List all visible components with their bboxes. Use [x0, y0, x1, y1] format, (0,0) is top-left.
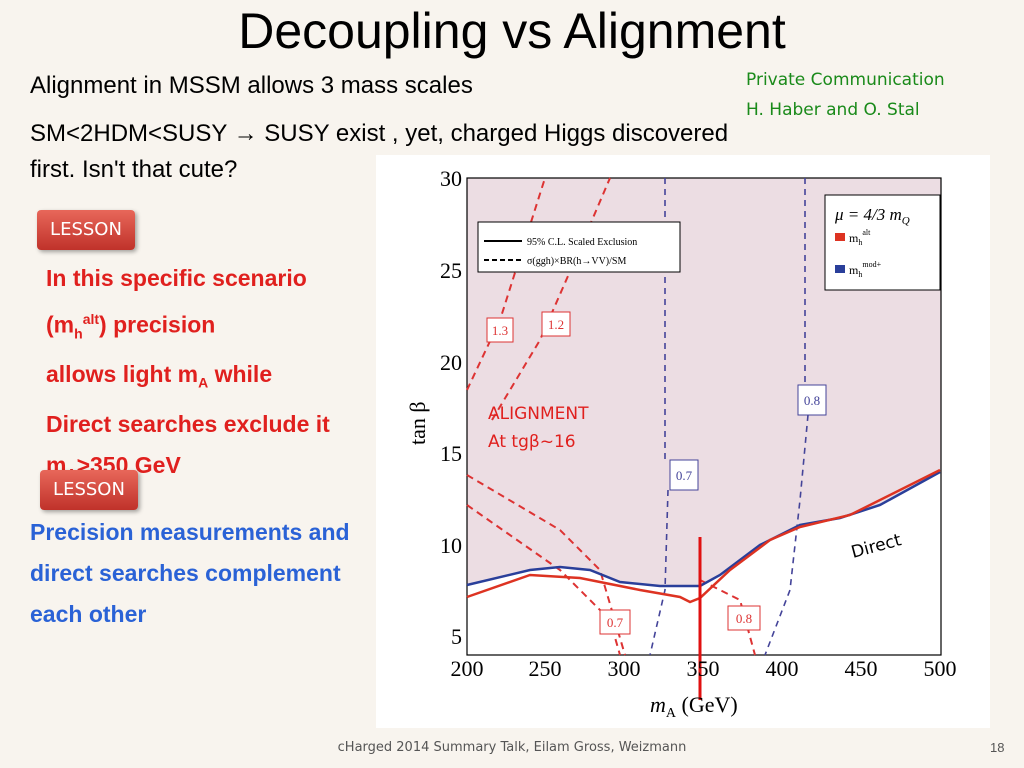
- intro: SM<2HDM<SUSY → SUSY exist , yet, charged…: [30, 120, 729, 147]
- text: Precision measurements and: [30, 519, 350, 545]
- x-tick-label: 500: [924, 656, 957, 681]
- x-tick-label: 300: [608, 656, 641, 681]
- y-tick-label: 15: [440, 441, 462, 466]
- text: Q: [902, 215, 910, 227]
- note: Private Communication: [746, 70, 945, 90]
- y-axis-label: tan β: [405, 401, 430, 445]
- text: direct searches complement: [30, 560, 341, 586]
- lesson-text: Precision measurements and direct searche…: [30, 512, 350, 635]
- x-tick-label: 400: [766, 656, 799, 681]
- legend-entry: 95% C.L. Scaled Exclusion: [527, 237, 637, 248]
- text: allows light m: [46, 361, 199, 388]
- page-number: 18: [990, 740, 1005, 755]
- legend-entry: mhalt: [849, 228, 871, 247]
- contour-label: 1.2: [548, 317, 564, 332]
- text: A: [666, 706, 677, 721]
- footer: cHarged 2014 Summary Talk, Eilam Gross, …: [337, 740, 687, 755]
- note: H. Haber and O. Stal: [746, 100, 920, 120]
- text: while: [208, 361, 273, 388]
- text: m: [849, 231, 859, 245]
- text: ) precision: [99, 311, 216, 338]
- x-tick-label: 450: [845, 656, 878, 681]
- plot: 1.3 1.2 0.7 0.8 0.7 0.8 200 250 300 350 …: [376, 155, 990, 728]
- x-axis-label: mA (GeV): [650, 692, 738, 721]
- x-tick-label: 250: [529, 656, 562, 681]
- y-tick-label: 5: [451, 624, 462, 649]
- y-tick-label: 10: [440, 533, 462, 558]
- legend-entry: σ(ggh)×BR(h→VV)/SM: [527, 256, 626, 267]
- lesson-badge: LESSON: [37, 210, 135, 250]
- intro: first. Isn't that cute?: [30, 156, 238, 183]
- y-tick-label: 30: [440, 166, 462, 191]
- contour-label: 1.3: [492, 323, 508, 338]
- contour-label: 0.8: [804, 393, 820, 408]
- text: (m: [46, 311, 75, 338]
- annotation: ALIGNMENT: [488, 404, 589, 424]
- legend-title: μ = 4/3 mQ: [834, 205, 910, 227]
- legend-entry: mhmod+: [849, 260, 882, 279]
- contour-label: 0.7: [607, 615, 624, 630]
- text: each other: [30, 601, 147, 627]
- y-tick-label: 20: [440, 350, 462, 375]
- lesson-text: In this specific scenario (mhalt) precis…: [46, 258, 330, 494]
- text: mod+: [862, 260, 881, 269]
- x-tick-label: 350: [687, 656, 720, 681]
- text: h: [74, 325, 83, 342]
- text: m: [849, 263, 859, 277]
- text: Direct searches exclude it: [46, 410, 330, 437]
- text: (GeV): [676, 692, 738, 717]
- contour-label: 0.7: [676, 468, 693, 483]
- title: Decoupling vs Alignment: [238, 3, 786, 59]
- text: h: [858, 238, 862, 247]
- text: μ = 4/3 m: [834, 205, 902, 224]
- text: m: [650, 692, 666, 717]
- annotation: At tgβ~16: [488, 432, 576, 452]
- intro: Alignment in MSSM allows 3 mass scales: [30, 72, 473, 99]
- lesson-badge: LESSON: [40, 470, 138, 510]
- x-tick-label: 200: [451, 656, 484, 681]
- y-tick-label: 25: [440, 258, 462, 283]
- text: In this specific scenario: [46, 265, 307, 291]
- text: A: [198, 374, 209, 391]
- contour-label: 0.8: [736, 611, 752, 626]
- text: alt: [862, 228, 871, 237]
- text: alt: [82, 311, 100, 327]
- text: h: [858, 270, 862, 279]
